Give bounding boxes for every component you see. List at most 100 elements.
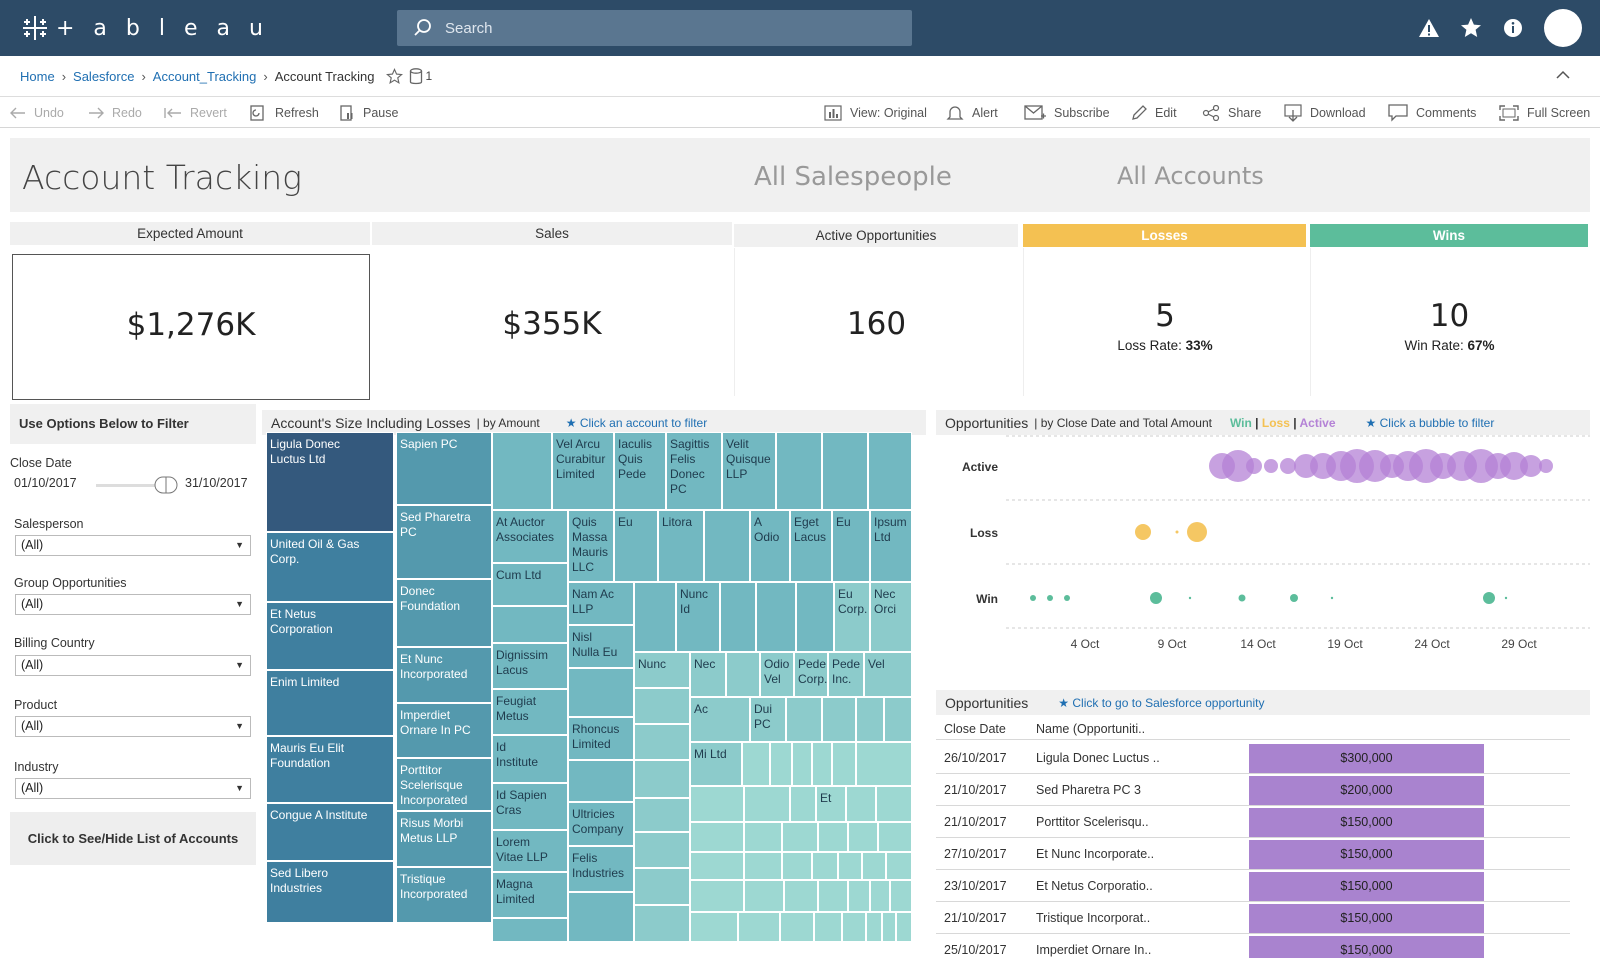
treemap-cell-felis-industries[interactable]: Felis Industries	[568, 846, 634, 892]
treemap-cell[interactable]	[634, 724, 690, 760]
opportunities-bubble-chart[interactable]: Active Loss Win 4 Oct 9 Oct 14 Oct 19 Oct 24 Oc…	[936, 430, 1590, 676]
data-source-icon[interactable]	[409, 67, 423, 85]
treemap-cell[interactable]	[634, 688, 690, 724]
treemap-cell-nec-orci[interactable]: Nec Orci	[870, 582, 912, 652]
treemap-cell-dignissim-lacus[interactable]: Dignissim Lacus	[492, 643, 568, 689]
date-to-value[interactable]: 31/10/2017	[185, 476, 248, 490]
treemap-cell[interactable]	[856, 697, 884, 742]
treemap-cell[interactable]	[742, 742, 770, 786]
group-opportunities-dropdown[interactable]: (All) ▼	[15, 594, 251, 615]
treemap-cell-tristique-incorporated[interactable]: Tristique Incorporated	[396, 867, 492, 923]
treemap-cell-et-nunc-incorporated[interactable]: Et Nunc Incorporated	[396, 647, 492, 703]
treemap-cell[interactable]	[832, 742, 856, 786]
breadcrumb-project[interactable]: Salesforce	[73, 68, 135, 84]
treemap-cell-dui-pc[interactable]: Dui PC	[750, 697, 786, 742]
treemap-cell-vel-arcu-curabitur-limited[interactable]: Vel Arcu Curabitur Limited	[552, 432, 614, 510]
salesperson-dropdown[interactable]: (All) ▼	[15, 535, 251, 556]
treemap-cell-odio-vel[interactable]: Odio Vel	[760, 652, 794, 697]
treemap-cell[interactable]	[690, 822, 744, 852]
treemap-cell-eu[interactable]: Eu	[614, 510, 658, 582]
treemap-cell[interactable]	[818, 822, 848, 852]
treemap-cell-imperdiet-ornare-in-pc[interactable]: Imperdiet Ornare In PC	[396, 703, 492, 758]
table-row[interactable]: 21/10/2017 Porttitor Scelerisqu.. $150,000	[936, 806, 1570, 838]
active-opportunity-bubble[interactable]	[1222, 450, 1254, 482]
won-opportunity-bubble[interactable]	[1483, 592, 1495, 604]
treemap-cell-at-auctor-associates[interactable]: At Auctor Associates	[492, 510, 568, 563]
date-range-slider-track[interactable]	[96, 484, 176, 487]
active-opportunity-bubble[interactable]	[1264, 459, 1278, 473]
redo-button[interactable]: Redo	[88, 97, 142, 128]
won-opportunity-bubble[interactable]	[1047, 595, 1053, 601]
treemap-cell[interactable]	[690, 786, 744, 822]
treemap-cell[interactable]	[634, 582, 676, 652]
treemap-cell[interactable]	[744, 852, 782, 880]
treemap-cell[interactable]	[780, 912, 814, 942]
treemap-cell-nisl-nulla-eu[interactable]: Nisl Nulla Eu	[568, 625, 634, 668]
treemap-cell-sed-libero-industries[interactable]: Sed Libero Industries	[266, 861, 394, 923]
treemap-cell[interactable]	[634, 905, 690, 942]
treemap-cell[interactable]	[756, 582, 796, 652]
treemap-cell-rhoncus-limited[interactable]: Rhoncus Limited	[568, 717, 634, 760]
treemap-cell-mauris-eu-elit-foundation[interactable]: Mauris Eu Elit Foundation	[266, 736, 394, 803]
breadcrumb-home[interactable]: Home	[20, 68, 55, 84]
table-row[interactable]: 23/10/2017 Et Netus Corporatio.. $150,000	[936, 870, 1570, 902]
treemap-cell[interactable]	[796, 582, 834, 652]
treemap-cell[interactable]	[842, 912, 866, 942]
amount-bar[interactable]: $150,000	[1249, 840, 1484, 869]
revert-button[interactable]: Revert	[164, 97, 227, 128]
treemap-cell-velit-quisque-llp[interactable]: Velit Quisque LLP	[722, 432, 776, 510]
treemap-cell[interactable]	[744, 822, 782, 852]
won-opportunity-bubble[interactable]	[1330, 596, 1334, 600]
treemap-cell-a-odio[interactable]: A Odio	[750, 510, 790, 582]
treemap-cell[interactable]	[634, 798, 690, 832]
table-row[interactable]: 21/10/2017 Tristique Incorporat.. $150,000	[936, 902, 1570, 934]
product-dropdown[interactable]: (All) ▼	[15, 716, 251, 737]
treemap-cell[interactable]	[848, 822, 878, 852]
treemap-cell[interactable]	[846, 786, 876, 822]
col-close-date-header[interactable]: Close Date	[944, 722, 1006, 736]
treemap-cell[interactable]	[690, 880, 744, 912]
treemap-cell-ligula-donec-luctus-ltd[interactable]: Ligula Donec Luctus Ltd	[266, 432, 394, 532]
legend-win[interactable]: Win	[1229, 415, 1252, 430]
treemap-cell[interactable]	[790, 786, 816, 822]
col-name-header[interactable]: Name (Opportuniti..	[1036, 722, 1146, 736]
treemap-cell[interactable]	[690, 852, 744, 880]
undo-button[interactable]: Undo	[10, 97, 64, 128]
active-opportunity-bubble[interactable]	[1539, 459, 1553, 473]
treemap-cell[interactable]	[848, 880, 870, 912]
treemap-cell-pede-inc[interactable]: Pede Inc.	[828, 652, 864, 697]
treemap-cell[interactable]	[784, 880, 818, 912]
treemap-cell-nec[interactable]: Nec	[690, 652, 726, 697]
treemap-cell[interactable]	[838, 852, 862, 880]
treemap-cell[interactable]	[876, 786, 912, 822]
view-original-button[interactable]: View: Original	[824, 97, 927, 128]
treemap-cell[interactable]	[492, 432, 552, 510]
kpi-sales-card[interactable]: $355K	[372, 248, 732, 396]
treemap-cell-eget-lacus[interactable]: Eget Lacus	[790, 510, 832, 582]
active-opportunity-bubble[interactable]	[1500, 452, 1528, 480]
treemap-cell[interactable]	[882, 912, 896, 942]
share-button[interactable]: Share	[1202, 97, 1261, 128]
date-range-slider-handle[interactable]	[154, 476, 178, 494]
industry-dropdown[interactable]: (All) ▼	[15, 778, 251, 799]
treemap-cell[interactable]	[890, 880, 912, 912]
amount-bar[interactable]: $300,000	[1249, 744, 1484, 773]
treemap-cell-cum-ltd[interactable]: Cum Ltd	[492, 563, 568, 606]
treemap-cell-ipsum-ltd[interactable]: Ipsum Ltd	[870, 510, 912, 582]
opportunity-name-cell[interactable]: Sed Pharetra PC 3	[1036, 783, 1141, 797]
treemap-cell-sed-pharetra-pc[interactable]: Sed Pharetra PC	[396, 505, 492, 579]
treemap-cell[interactable]	[634, 868, 690, 905]
breadcrumb-workbook[interactable]: Account_Tracking	[152, 68, 257, 84]
won-opportunity-bubble[interactable]	[1290, 594, 1298, 602]
toggle-account-list-button[interactable]: Click to See/Hide List of Accounts	[10, 812, 256, 865]
active-opportunity-bubble[interactable]	[1359, 450, 1391, 482]
collapse-chevron-up-icon[interactable]	[1556, 70, 1570, 80]
comments-button[interactable]: Comments	[1388, 97, 1476, 128]
won-opportunity-bubble[interactable]	[1504, 596, 1508, 600]
treemap-cell-nam-ac-llp[interactable]: Nam Ac LLP	[568, 582, 634, 625]
opportunity-name-cell[interactable]: Porttitor Scelerisqu..	[1036, 815, 1149, 829]
search-box[interactable]	[397, 10, 912, 46]
treemap-cell-id-sapien-cras[interactable]: Id Sapien Cras	[492, 783, 568, 830]
treemap-cell[interactable]	[878, 822, 912, 852]
treemap-cell[interactable]	[492, 606, 568, 643]
